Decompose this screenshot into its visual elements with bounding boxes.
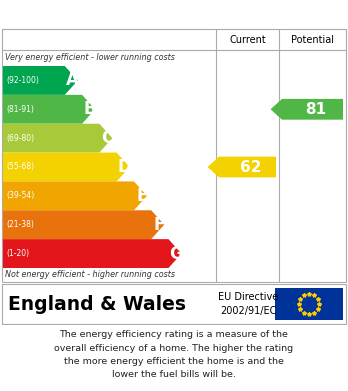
Polygon shape xyxy=(3,239,181,268)
Polygon shape xyxy=(3,210,164,239)
Text: (92-100): (92-100) xyxy=(6,76,39,85)
Text: Very energy efficient - lower running costs: Very energy efficient - lower running co… xyxy=(5,54,175,63)
Text: Potential: Potential xyxy=(291,35,334,45)
Text: B: B xyxy=(84,100,96,118)
Text: The energy efficiency rating is a measure of the
overall efficiency of a home. T: The energy efficiency rating is a measur… xyxy=(54,330,294,379)
Text: C: C xyxy=(101,129,113,147)
Text: (81-91): (81-91) xyxy=(6,105,34,114)
Text: (39-54): (39-54) xyxy=(6,191,34,200)
Bar xyxy=(275,288,343,320)
Polygon shape xyxy=(3,152,129,181)
Text: E: E xyxy=(136,187,148,205)
Polygon shape xyxy=(3,181,147,210)
Text: G: G xyxy=(169,245,183,263)
Polygon shape xyxy=(3,66,78,95)
Text: D: D xyxy=(118,158,131,176)
Text: 62: 62 xyxy=(240,160,261,174)
Text: A: A xyxy=(66,72,79,90)
Text: (1-20): (1-20) xyxy=(6,249,29,258)
Text: EU Directive
2002/91/EC: EU Directive 2002/91/EC xyxy=(218,292,278,316)
Text: Current: Current xyxy=(229,35,266,45)
Text: F: F xyxy=(153,216,165,234)
Polygon shape xyxy=(3,95,95,124)
Text: (69-80): (69-80) xyxy=(6,134,34,143)
Text: Not energy efficient - higher running costs: Not energy efficient - higher running co… xyxy=(5,270,175,279)
Polygon shape xyxy=(3,124,112,152)
Text: England & Wales: England & Wales xyxy=(8,294,186,314)
Text: (55-68): (55-68) xyxy=(6,163,34,172)
Text: 81: 81 xyxy=(305,102,326,117)
Polygon shape xyxy=(271,99,343,120)
Text: Energy Efficiency Rating: Energy Efficiency Rating xyxy=(7,5,236,23)
Polygon shape xyxy=(207,157,276,178)
Text: (21-38): (21-38) xyxy=(6,220,34,229)
